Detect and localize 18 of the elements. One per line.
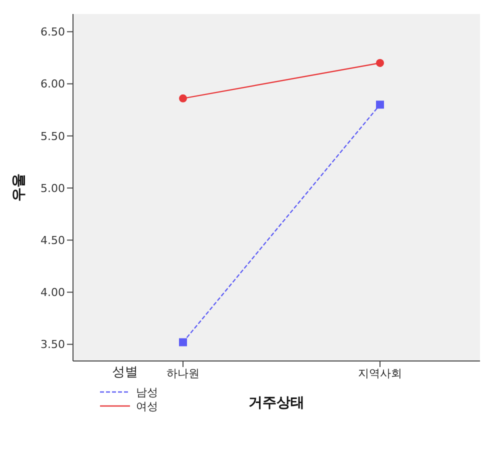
y-tick-label: 6.00 (40, 78, 65, 91)
y-axis-title: 우울 (10, 174, 27, 202)
y-tick-label: 4.50 (40, 234, 65, 248)
legend-label: 여성 (136, 398, 158, 414)
point (179, 338, 187, 346)
point (376, 58, 384, 67)
x-tick-label: 지역사회 (358, 366, 402, 380)
x-tick-label: 하나원 (166, 366, 200, 380)
y-tick-label: 4.00 (40, 286, 65, 300)
legend-title: 성별 (112, 364, 139, 381)
y-tick-label: 6.50 (40, 26, 65, 39)
legend-label: 남성 (136, 384, 158, 400)
point (376, 100, 384, 109)
point (179, 94, 187, 102)
x-axis-title: 거주상태 (248, 395, 304, 411)
y-tick-label: 5.00 (40, 182, 65, 195)
y-tick-label: 3.50 (40, 338, 65, 352)
y-tick-label: 5.50 (40, 130, 65, 143)
